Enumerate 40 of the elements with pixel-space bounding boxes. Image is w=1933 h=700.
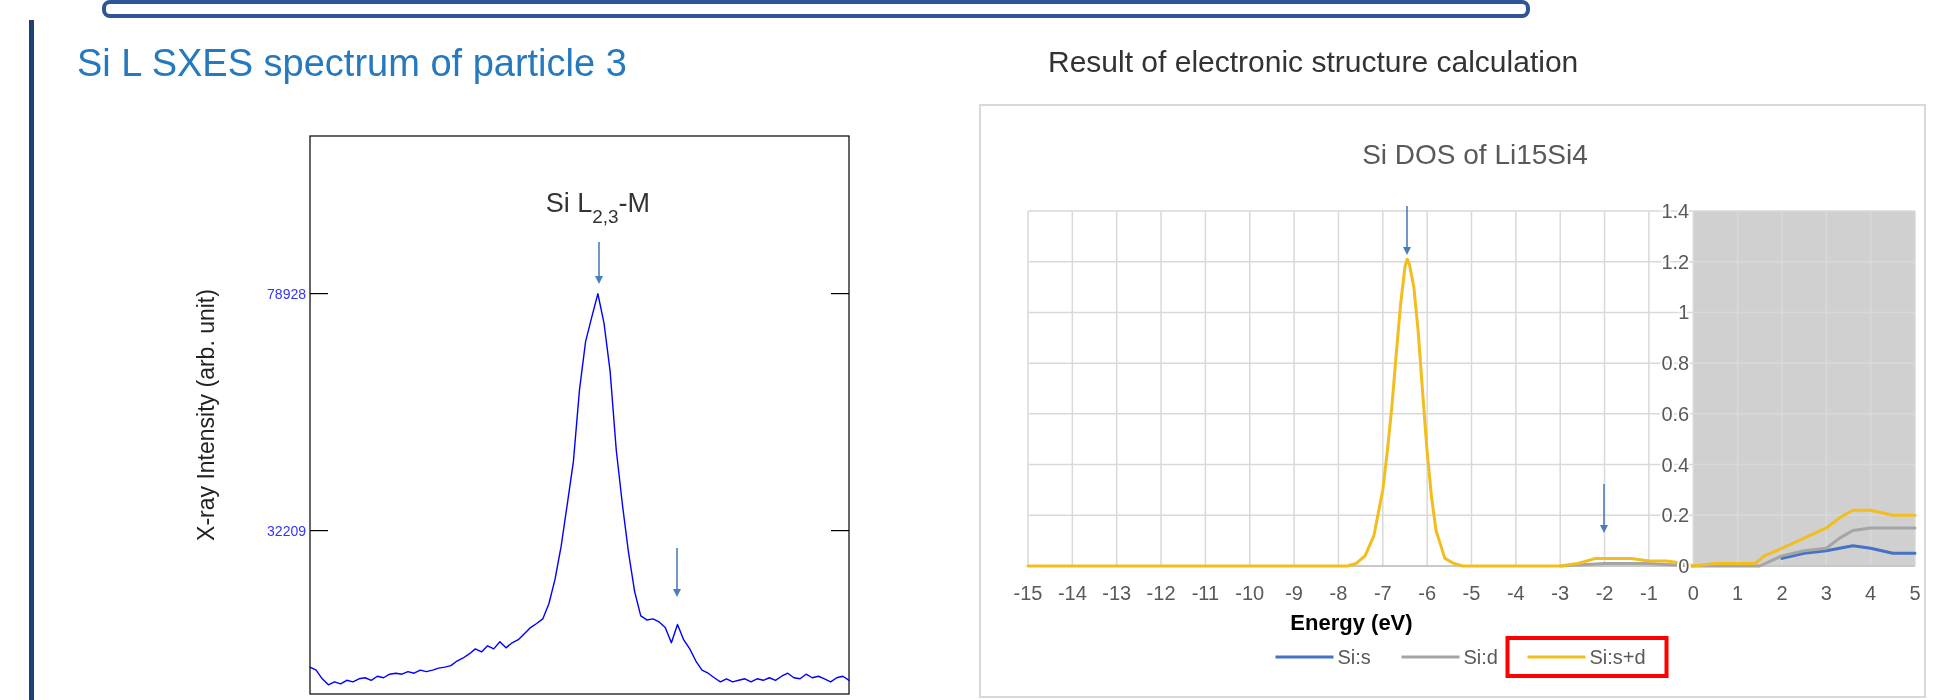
- x-tick-label: -5: [1462, 582, 1481, 604]
- x-tick-label: -15: [1013, 582, 1043, 604]
- x-tick-label: 5: [1909, 582, 1921, 604]
- x-tick-label: -7: [1373, 582, 1392, 604]
- x-tick-label: -14: [1057, 582, 1087, 604]
- x-tick-label: -12: [1146, 582, 1176, 604]
- x-tick-label: 3: [1820, 582, 1832, 604]
- chart-title: Si L SXES spectrum of particle 3: [77, 42, 627, 84]
- x-tick-label: 4: [1865, 582, 1877, 604]
- x-tick-label: -2: [1595, 582, 1614, 604]
- x-tick-label: -9: [1285, 582, 1303, 604]
- chart-title: Si DOS of Li15Si4: [1362, 139, 1588, 170]
- x-tick-label: -1: [1640, 582, 1658, 604]
- x-tick-label: 2: [1776, 582, 1788, 604]
- y-tick-label: 32209: [267, 522, 307, 539]
- y-tick-label: 1.2: [1661, 250, 1690, 273]
- x-tick-label: -8: [1329, 582, 1348, 604]
- x-tick-label: -10: [1235, 582, 1265, 604]
- legend-label: Si:s+d: [1589, 646, 1646, 668]
- line-series: [1780, 544, 1917, 560]
- legend-label: Si:d: [1463, 646, 1498, 668]
- y-tick-label: 0.6: [1661, 402, 1690, 425]
- text: Result of electronic structure calculation: [1048, 45, 1579, 78]
- legend-label: Si:s: [1337, 646, 1371, 668]
- y-tick-label: 1: [1678, 301, 1690, 324]
- y-tick-label: 1.4: [1661, 200, 1690, 222]
- x-tick-label: -6: [1418, 582, 1437, 604]
- y-axis-title: X-ray Intensity (arb. unit): [193, 289, 219, 541]
- x-tick-label: -13: [1102, 582, 1132, 604]
- y-tick-label: 78928: [267, 285, 307, 302]
- x-tick-label: 1: [1732, 582, 1744, 604]
- x-tick-label: -11: [1191, 582, 1220, 604]
- line-series: [309, 293, 850, 686]
- y-tick-label: 0.2: [1661, 504, 1690, 527]
- y-tick-label: 0.8: [1661, 352, 1690, 375]
- annotation: Si L$_{2,3}$-M: [545, 187, 651, 227]
- y-tick-label: 0.4: [1661, 453, 1690, 476]
- x-tick-label: -4: [1506, 582, 1525, 604]
- x-tick-label: -3: [1551, 582, 1570, 604]
- x-axis-title: Energy (eV): [1290, 610, 1413, 635]
